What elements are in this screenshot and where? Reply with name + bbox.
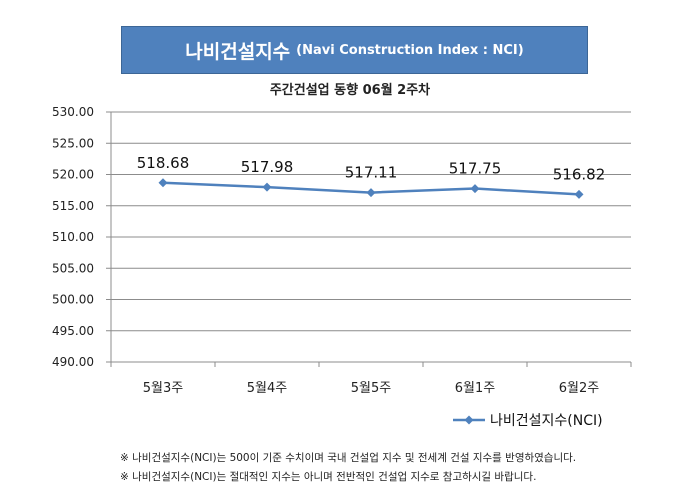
- legend-marker: [464, 415, 474, 425]
- y-tick-label: 515.00: [52, 199, 94, 213]
- data-point-marker: [158, 178, 168, 188]
- y-tick-label: 505.00: [52, 261, 94, 275]
- data-label: 517.11: [345, 164, 398, 182]
- x-tick-label: 5월4주: [247, 381, 288, 396]
- y-tick-label: 530.00: [52, 105, 94, 119]
- footnote-1: ※ 나비건설지수(NCI)는 500이 기준 수치이며 국내 건설업 지수 및 …: [120, 452, 577, 464]
- footnote-2: ※ 나비건설지수(NCI)는 절대적인 지수는 아니며 전반적인 건설업 지수로…: [120, 471, 537, 483]
- x-tick-label: 5월5주: [351, 381, 392, 396]
- y-tick-label: 490.00: [52, 355, 94, 369]
- legend-label: 나비건설지수(NCI): [490, 413, 603, 429]
- chart-header-banner: 나비건설지수 (Navi Construction Index : NCI): [121, 26, 588, 74]
- y-tick-label: 520.00: [52, 168, 94, 182]
- x-tick-label: 6월2주: [559, 381, 600, 396]
- data-point-marker: [470, 184, 480, 194]
- x-tick-label: 6월1주: [455, 381, 496, 396]
- data-point-marker: [366, 188, 376, 198]
- data-point-marker: [574, 189, 584, 199]
- y-tick-label: 495.00: [52, 324, 94, 338]
- footnotes: ※ 나비건설지수(NCI)는 500이 기준 수치이며 국내 건설업 지수 및 …: [120, 449, 690, 487]
- data-label: 518.68: [137, 154, 190, 172]
- x-tick-label: 5월3주: [143, 381, 184, 396]
- data-label: 517.98: [241, 158, 294, 176]
- data-label: 517.75: [449, 160, 502, 178]
- header-title: 나비건설지수: [185, 40, 291, 63]
- header-subtitle: (Navi Construction Index : NCI): [296, 42, 524, 58]
- data-point-marker: [262, 182, 272, 192]
- y-tick-label: 525.00: [52, 136, 94, 150]
- chart-title: 주간건설업 동향 06월 2주차: [269, 83, 431, 98]
- data-label: 516.82: [553, 165, 606, 183]
- y-tick-label: 500.00: [52, 293, 94, 307]
- y-tick-label: 510.00: [52, 230, 94, 244]
